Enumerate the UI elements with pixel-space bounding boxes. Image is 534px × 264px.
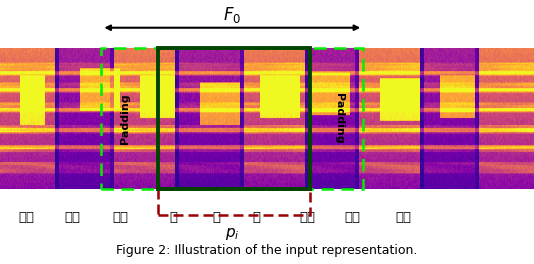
Text: $\mathit{F}_0$: $\mathit{F}_0$ [223,4,241,25]
Text: Padding: Padding [334,93,344,144]
Text: 量产: 量产 [395,211,411,224]
Text: 下: 下 [170,211,177,224]
Text: Figure 2: Illustration of the input representation.: Figure 2: Illustration of the input repr… [116,244,418,257]
Text: 月: 月 [253,211,260,224]
Text: 可能: 可能 [299,211,315,224]
Text: 进入: 进入 [344,211,360,224]
Text: 已经: 已经 [19,211,35,224]
Text: Padding: Padding [121,93,130,144]
Text: $p_i$: $p_i$ [225,226,240,242]
Text: 个: 个 [213,211,220,224]
Text: 通过: 通过 [64,211,80,224]
Text: 测试: 测试 [112,211,128,224]
